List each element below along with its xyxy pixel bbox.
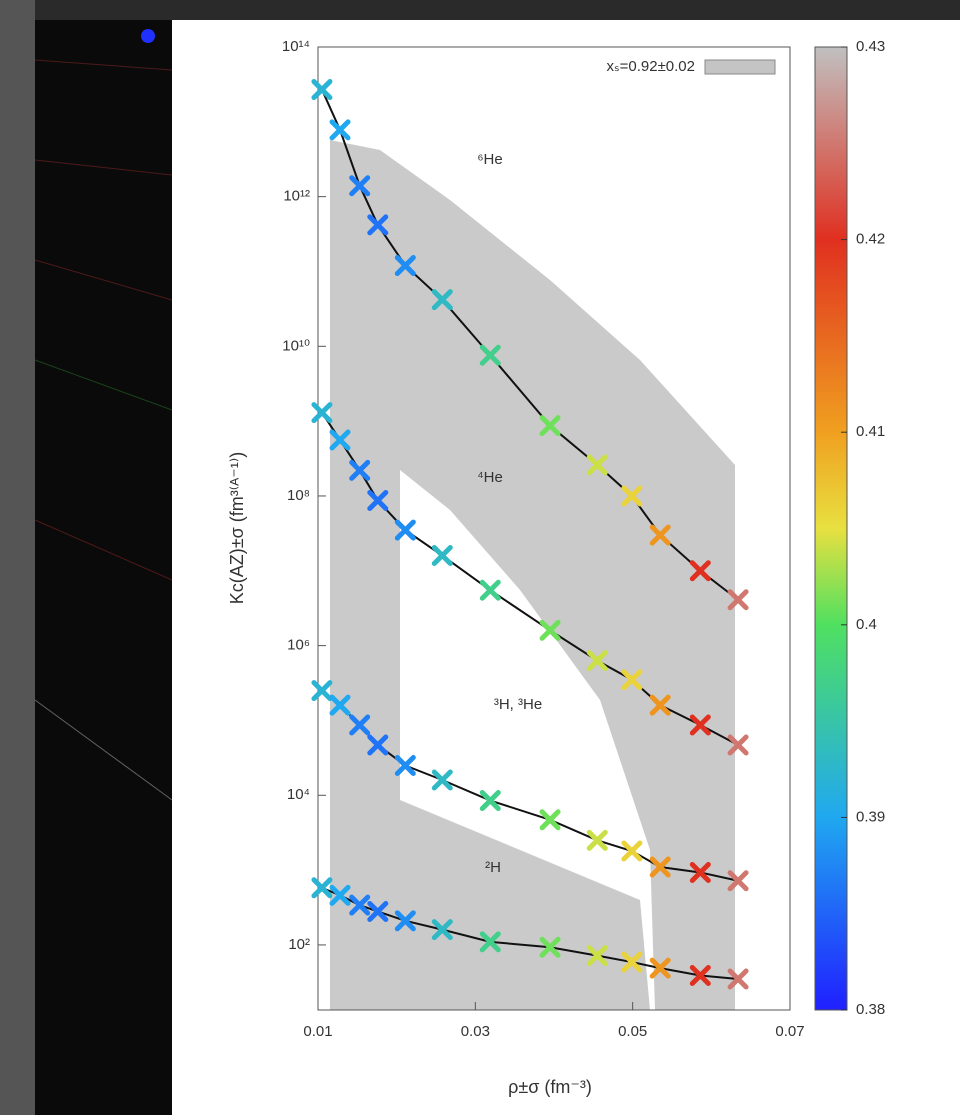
data-point — [649, 524, 671, 546]
data-point — [621, 840, 643, 862]
colorbar-tick-label: 0.43 — [856, 38, 885, 55]
data-point — [311, 402, 333, 424]
data-point — [621, 485, 643, 507]
data-point — [586, 650, 608, 672]
colorbar-tick-label: 0.39 — [856, 808, 885, 825]
x-tick-label: 0.03 — [461, 1023, 490, 1040]
uncertainty-band — [330, 140, 735, 1010]
data-point — [431, 545, 453, 567]
data-point — [539, 619, 561, 641]
data-point — [349, 894, 371, 916]
data-point — [394, 519, 416, 541]
data-point — [329, 429, 351, 451]
data-point — [586, 454, 608, 476]
data-point — [689, 560, 711, 582]
x-tick-label: 0.01 — [303, 1023, 332, 1040]
legend-label: xₛ=0.92±0.02 — [607, 58, 695, 75]
data-point — [329, 884, 351, 906]
data-point — [311, 877, 333, 899]
colorbar-tick-label: 0.42 — [856, 231, 885, 248]
top-strip — [0, 0, 960, 20]
data-point — [367, 900, 389, 922]
series-label: ⁴He — [477, 469, 503, 486]
y-axis-label: Kc(AZ)±σ (fm³⁽ᴬ⁻¹⁾) — [227, 452, 247, 604]
data-point — [479, 344, 501, 366]
data-point — [394, 754, 416, 776]
colorbar-tick-label: 0.41 — [856, 423, 885, 440]
data-point — [479, 790, 501, 812]
left-strip — [0, 0, 35, 1115]
data-point — [431, 769, 453, 791]
data-point — [394, 255, 416, 277]
legend-swatch — [704, 59, 776, 75]
data-point — [649, 856, 671, 878]
data-point — [689, 861, 711, 883]
data-point — [539, 936, 561, 958]
colorbar-tick-label: 0.38 — [856, 1001, 885, 1018]
y-tick-label: 10¹² — [283, 188, 310, 205]
y-tick-label: 10¹⁰ — [282, 337, 310, 354]
data-point — [367, 214, 389, 236]
data-point — [689, 965, 711, 987]
series-label: ²H — [485, 859, 501, 876]
data-point — [727, 734, 749, 756]
data-point — [649, 957, 671, 979]
data-point — [431, 919, 453, 941]
series-label: ⁶He — [477, 151, 502, 168]
data-point — [621, 669, 643, 691]
data-point — [367, 734, 389, 756]
data-point — [349, 714, 371, 736]
data-point — [479, 579, 501, 601]
y-tick-label: 10¹⁴ — [282, 38, 310, 55]
data-point — [727, 870, 749, 892]
x-axis-label: ρ±σ (fm⁻³) — [508, 1077, 592, 1097]
data-point — [329, 119, 351, 141]
plot-frame — [317, 46, 791, 1011]
data-point — [727, 589, 749, 611]
data-point — [431, 289, 453, 311]
data-point — [349, 175, 371, 197]
colorbar-tick-label: 0.4 — [856, 616, 877, 633]
y-tick-label: 10⁴ — [287, 786, 310, 803]
data-point — [329, 694, 351, 716]
data-point — [394, 910, 416, 932]
data-point — [349, 459, 371, 481]
streaks — [34, 59, 173, 801]
data-point — [649, 694, 671, 716]
y-tick-label: 10² — [288, 936, 310, 953]
data-point — [479, 931, 501, 953]
series-label: ³H, ³He — [494, 696, 542, 713]
data-point — [689, 714, 711, 736]
data-point — [586, 829, 608, 851]
data-point — [539, 415, 561, 437]
x-tick-label: 0.05 — [618, 1023, 647, 1040]
colorbar — [814, 46, 848, 1011]
y-tick-label: 10⁸ — [287, 487, 310, 504]
data-point — [586, 945, 608, 967]
data-point — [621, 951, 643, 973]
data-point — [311, 79, 333, 101]
blue-dot — [141, 29, 155, 43]
dark-panel — [35, 20, 172, 1115]
x-tick-label: 0.07 — [775, 1023, 804, 1040]
data-point — [311, 680, 333, 702]
data-point — [727, 968, 749, 990]
data-point — [367, 489, 389, 511]
data-point — [539, 809, 561, 831]
y-tick-label: 10⁶ — [287, 637, 310, 654]
